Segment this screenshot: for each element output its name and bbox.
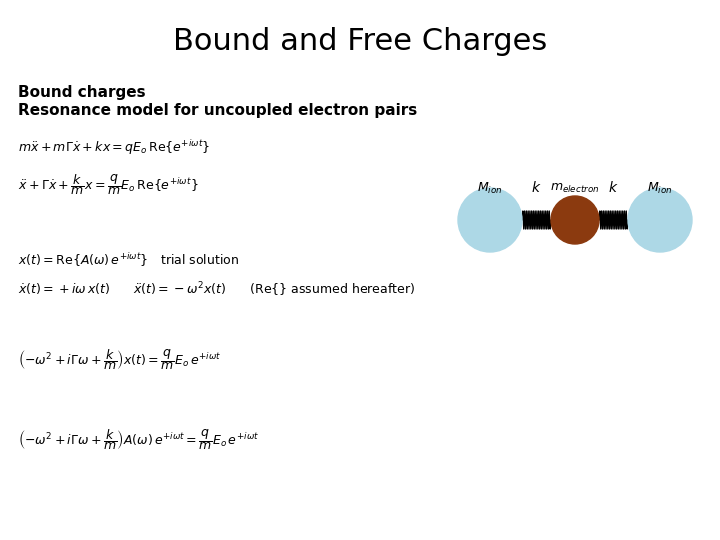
Text: $m_{electron}$: $m_{electron}$: [550, 181, 600, 194]
Text: $k$: $k$: [531, 180, 541, 195]
Circle shape: [458, 188, 522, 252]
Text: $\left(-\omega^2+i\Gamma\omega+\dfrac{k}{m}\right)x(t)=\dfrac{q}{m}E_o\,e^{+i\om: $\left(-\omega^2+i\Gamma\omega+\dfrac{k}…: [18, 348, 221, 373]
Text: Resonance model for uncoupled electron pairs: Resonance model for uncoupled electron p…: [18, 103, 418, 118]
Text: $\dot{x}(t)=+i\omega\,x(t)\qquad\ddot{x}(t)=-\omega^2x(t)\qquad(\mathrm{Re\{\}\ : $\dot{x}(t)=+i\omega\,x(t)\qquad\ddot{x}…: [18, 281, 415, 299]
Circle shape: [551, 196, 599, 244]
Text: $m\ddot{x}+m\Gamma\dot{x}+kx=qE_o\,\mathrm{Re}\{e^{+i\omega t}\}$: $m\ddot{x}+m\Gamma\dot{x}+kx=qE_o\,\math…: [18, 139, 210, 158]
Text: $M_{ion}$: $M_{ion}$: [477, 180, 503, 195]
Text: $\ddot{x}+\Gamma\dot{x}+\dfrac{k}{m}x=\dfrac{q}{m}E_o\,\mathrm{Re}\{e^{+i\omega : $\ddot{x}+\Gamma\dot{x}+\dfrac{k}{m}x=\d…: [18, 173, 199, 198]
Text: Bound charges: Bound charges: [18, 84, 145, 99]
Text: $k$: $k$: [608, 180, 618, 195]
Text: $\left(-\omega^2+i\Gamma\omega+\dfrac{k}{m}\right)A(\omega)\,e^{+i\omega t}=\dfr: $\left(-\omega^2+i\Gamma\omega+\dfrac{k}…: [18, 428, 259, 453]
Text: $M_{ion}$: $M_{ion}$: [647, 180, 672, 195]
Text: Bound and Free Charges: Bound and Free Charges: [173, 28, 547, 57]
Circle shape: [628, 188, 692, 252]
Text: $x(t)=\mathrm{Re}\{A(\omega)\,e^{+i\omega t}\}\quad\mathrm{trial\ solution}$: $x(t)=\mathrm{Re}\{A(\omega)\,e^{+i\omeg…: [18, 251, 239, 269]
